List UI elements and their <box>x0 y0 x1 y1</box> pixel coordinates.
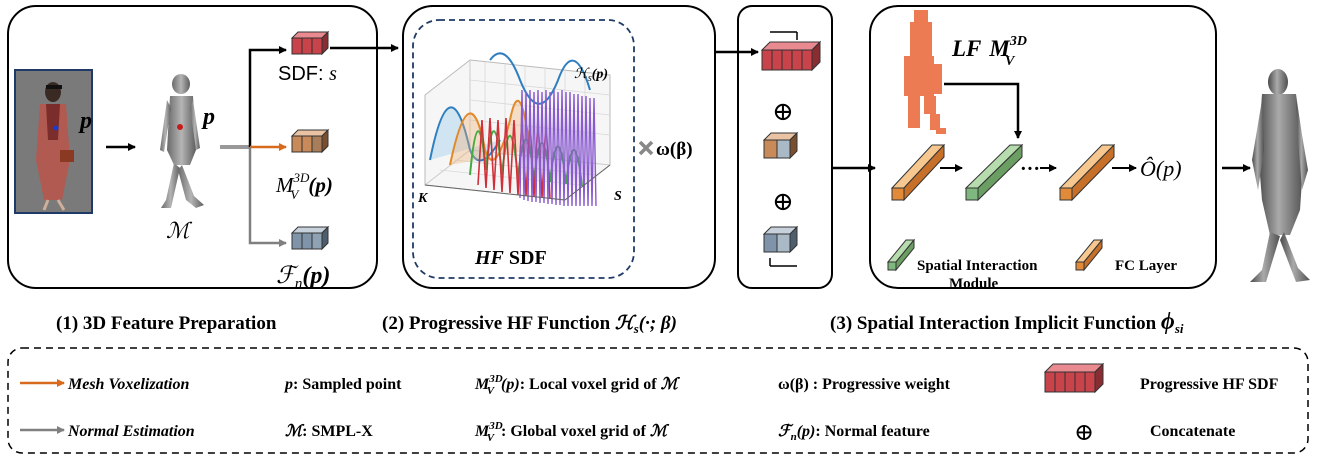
legend-fc-label: FC Layer <box>1115 258 1177 274</box>
legend-sim-label-1: Spatial Interaction <box>917 258 1038 274</box>
legend-mesh-vox: Mesh Voxelization <box>67 376 189 393</box>
legend-concat-symbol: ⊕ <box>1074 420 1094 446</box>
plot-title: ℋs(p) <box>574 67 608 84</box>
mesh-symbol: ℳ <box>166 218 193 243</box>
legend-sampled-point: p: Sampled point <box>283 376 402 393</box>
concat-frame <box>737 5 833 289</box>
legend-weight: ω(β) : Progressive weight <box>778 376 951 393</box>
panel-concatenation: ⊕ ⊕ <box>716 5 833 289</box>
fc-layer-block-1 <box>890 143 946 202</box>
weight-label: ω(β) <box>656 139 693 160</box>
local-grid-label: M3D V (p) <box>275 170 333 202</box>
local-grid-cube-stack <box>290 128 330 154</box>
spatial-interaction-module-block <box>964 143 1024 202</box>
legend-fc-icon <box>1074 238 1104 272</box>
hf-sdf-plot <box>424 52 611 207</box>
output-label: Ô(p) <box>1140 156 1182 181</box>
legend-normal-feature: ℱn(p): Normal feature <box>778 423 930 443</box>
p-label-image: p <box>78 108 92 134</box>
legend-concat: Concatenate <box>1150 423 1235 440</box>
concat-local-grid-cubes <box>762 131 799 160</box>
reconstruction-output <box>1250 69 1310 282</box>
p-label-mesh: p <box>201 104 215 130</box>
normal-feature-cube-stack <box>290 225 330 251</box>
legend-hf-sdf: Progressive HF SDF <box>1140 376 1279 393</box>
panel3-caption: (3) Spatial Interaction Implicit Functio… <box>830 309 1184 336</box>
smplx-mesh <box>160 74 204 208</box>
legend-smplx: ℳ: SMPL-X <box>285 423 373 440</box>
ellipsis: ··· <box>1020 158 1040 180</box>
hf-sdf-dashed-box <box>412 19 635 279</box>
hf-sdf-box-label: HF SDF <box>474 247 547 269</box>
arrow-lf-to-sim <box>944 82 1022 139</box>
panel2-caption: (2) Progressive HF Function ℋs(·; β) <box>382 313 677 336</box>
legend-frame <box>7 347 1309 454</box>
oplus-1: ⊕ <box>772 97 794 126</box>
normal-feature-label: ℱn(p) <box>276 263 330 292</box>
sdf-cube-stack <box>290 30 330 56</box>
input-image <box>14 69 93 214</box>
legend-normal-est: Normal Estimation <box>67 423 195 440</box>
concat-normal-cubes <box>762 225 799 254</box>
multiply-icon <box>638 140 654 156</box>
branch-arrows <box>220 46 287 247</box>
legend-sim-label-2: Module <box>949 276 999 292</box>
legend-global-grid: M3D V: Global voxel grid of ℳ <box>474 420 670 444</box>
mesh-sample-point <box>177 124 183 130</box>
lf-voxel-figure <box>904 10 946 134</box>
axis-label-s: S <box>614 189 622 204</box>
panel-spatial-interaction: LF M3D V ··· Ô(p) Spatial Interaction <box>830 5 1217 336</box>
legend-hf-sdf-icon <box>1043 362 1105 394</box>
panel1-frame <box>7 5 378 289</box>
concat-hf-sdf-cubes <box>760 40 822 72</box>
panel2-frame <box>402 5 716 289</box>
axis-label-k: K <box>417 191 429 206</box>
panel3-frame <box>869 5 1217 289</box>
sample-point-dot <box>53 125 59 131</box>
fc-layer-block-2 <box>1058 143 1116 202</box>
legend-local-grid: M3D V (p): Local voxel grid of ℳ <box>474 373 681 397</box>
sdf-label: SDF: s <box>278 63 337 85</box>
panel1-caption: (1) 3D Feature Preparation <box>56 313 277 334</box>
panel-progressive-hf-function: ℋs(p) K S HF SDF ω(β) (2) Progressive HF… <box>382 5 716 336</box>
lf-label: LF M3D V <box>951 34 1027 69</box>
oplus-2: ⊕ <box>772 187 794 216</box>
legend-box: Mesh Voxelization Normal Estimation p: S… <box>7 347 1309 454</box>
panel-3d-feature-preparation: p p ℳ SDF: s <box>7 5 399 334</box>
legend-sim-icon <box>886 238 916 272</box>
